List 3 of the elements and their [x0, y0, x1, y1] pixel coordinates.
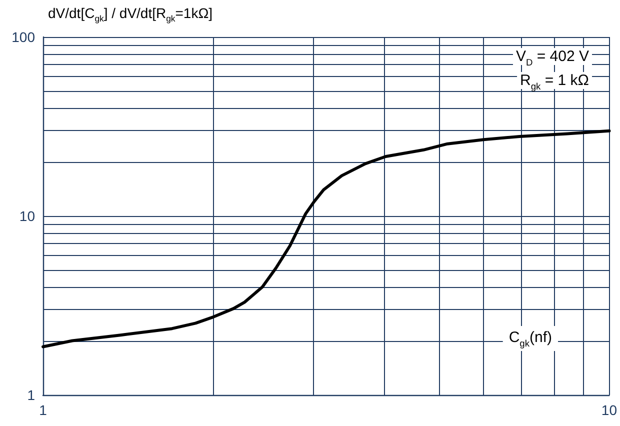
y-tick-label: 1 [27, 387, 36, 403]
y-tick-label: 100 [12, 29, 36, 45]
y-tick-label: 10 [19, 208, 36, 224]
